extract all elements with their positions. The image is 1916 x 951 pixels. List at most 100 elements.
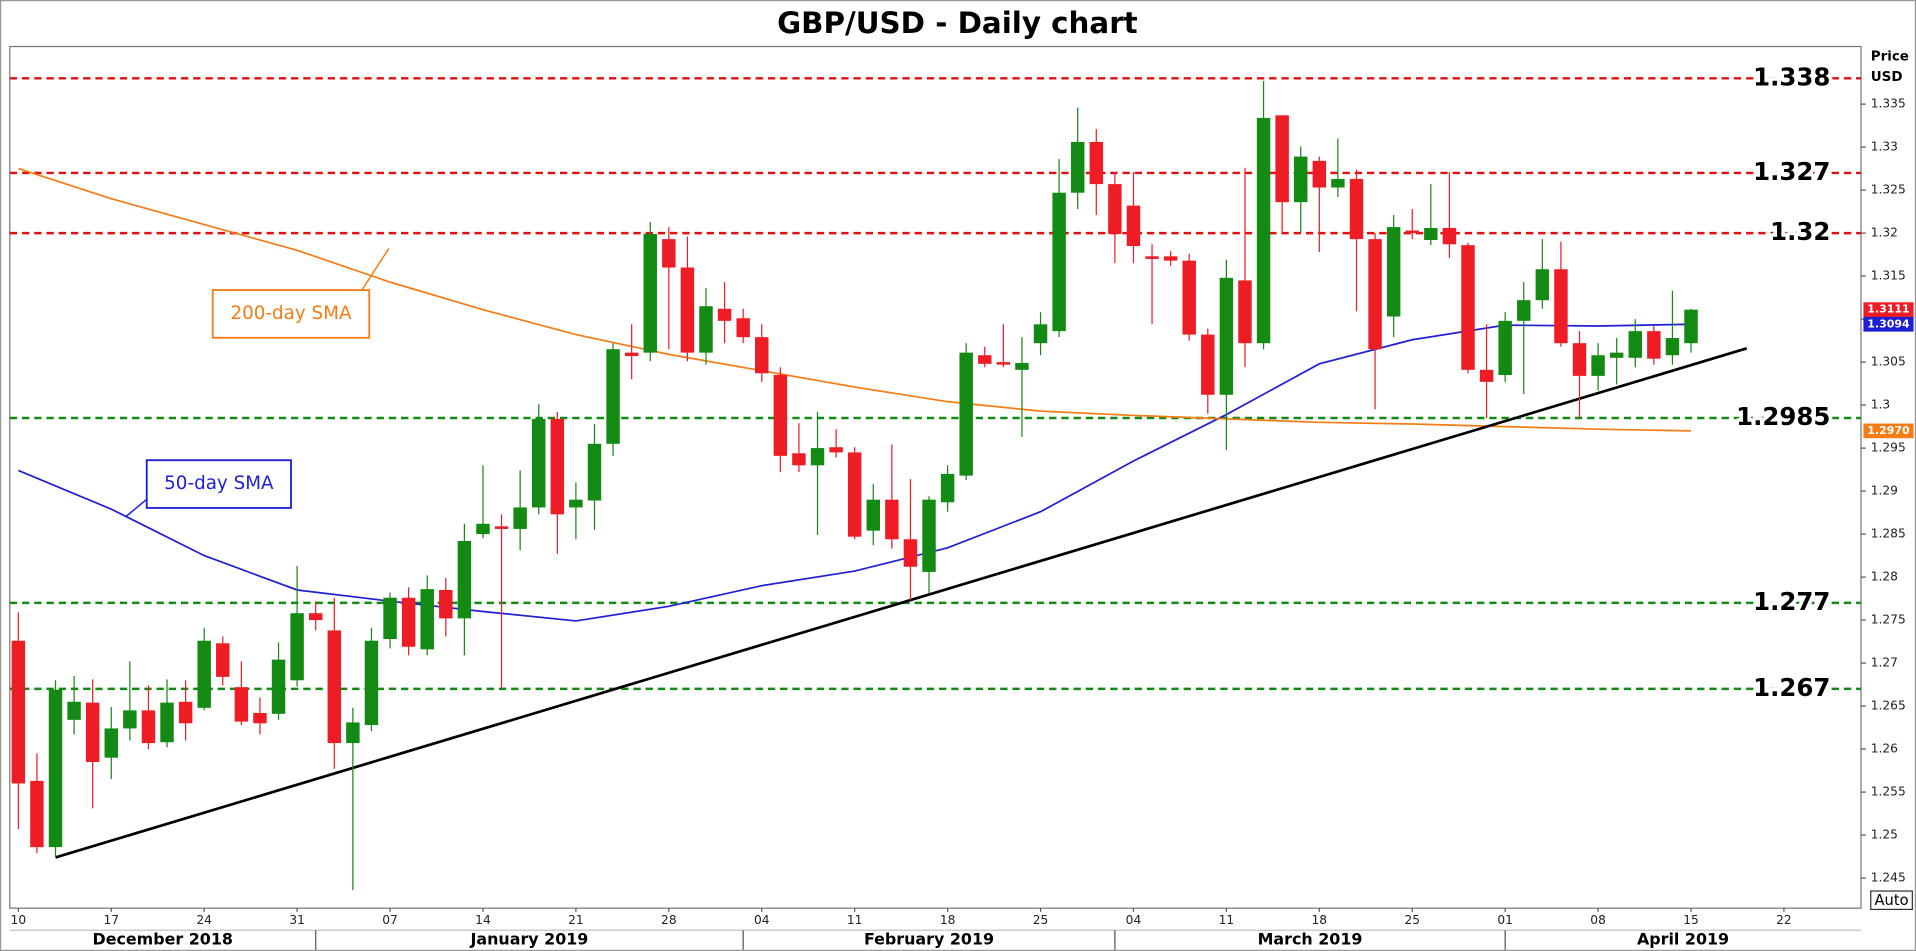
y-tick-label: 1.325 — [1871, 183, 1906, 197]
price-tag — [1863, 302, 1914, 317]
y-tick-label: 1.265 — [1871, 699, 1906, 713]
y-tick-label: 1.255 — [1871, 785, 1906, 799]
candle-body — [123, 710, 137, 729]
x-tick-label: 21 — [568, 913, 584, 927]
x-tick-label: 14 — [475, 913, 491, 927]
level-label: 1.277 — [1753, 587, 1830, 616]
y-tick-label: 1.285 — [1871, 527, 1906, 541]
candle-body — [67, 701, 81, 720]
candle-body — [420, 589, 434, 650]
candle-body — [346, 722, 360, 744]
candle-body — [1591, 355, 1605, 376]
level-label: 1.327 — [1753, 157, 1830, 186]
candle-body — [1684, 309, 1698, 344]
x-tick-label: 07 — [382, 913, 398, 927]
x-tick-label: 24 — [196, 913, 212, 927]
candle-body — [1331, 178, 1345, 188]
candle-body — [141, 710, 156, 744]
candle-body — [104, 728, 118, 758]
annotation-leader — [361, 248, 390, 291]
candle-body — [569, 499, 583, 508]
candle-body — [1294, 156, 1308, 203]
x-tick-label: 18 — [1312, 913, 1328, 927]
candle-body — [1665, 338, 1680, 356]
x-tick-label: 22 — [1776, 913, 1792, 927]
x-tick-label: 11 — [1219, 913, 1235, 927]
auto-button[interactable] — [1870, 890, 1913, 910]
candle-body — [160, 702, 174, 743]
candle-body — [922, 499, 936, 572]
candle-body — [439, 589, 453, 619]
candle-body — [1201, 334, 1215, 395]
x-tick-label: 28 — [661, 913, 677, 927]
x-tick-label: 15 — [1683, 913, 1699, 927]
candle-body — [1386, 227, 1401, 317]
candle-body — [1368, 239, 1382, 350]
candle-body — [494, 526, 509, 529]
candle-body — [1219, 277, 1234, 395]
y-tick-label: 1.295 — [1871, 441, 1906, 455]
candle-body — [550, 418, 565, 515]
candle-body — [1182, 260, 1196, 335]
candle-body — [1089, 141, 1104, 185]
candle-body — [476, 523, 490, 535]
candle-body — [1517, 300, 1531, 321]
annotation-box — [211, 289, 371, 339]
candle-body — [978, 355, 992, 364]
x-tick-label: 25 — [1404, 913, 1420, 927]
candle-body — [532, 418, 546, 508]
candle-body — [624, 352, 639, 357]
candle-body — [940, 473, 955, 503]
candle-body — [773, 375, 788, 456]
auto-button-label[interactable]: Auto — [1875, 892, 1909, 909]
month-label: February 2019 — [864, 929, 994, 948]
month-label: December 2018 — [93, 929, 233, 948]
candle-body — [680, 267, 695, 353]
x-tick-label: 17 — [103, 913, 119, 927]
candle-body — [1498, 320, 1512, 376]
month-label: April 2019 — [1637, 929, 1729, 948]
candle-body — [959, 352, 973, 476]
candle-body — [308, 613, 323, 621]
candle-body — [271, 659, 286, 714]
price-tag-label: 1.3094 — [1867, 317, 1910, 330]
candle-body — [1554, 269, 1568, 344]
x-tick-label: 08 — [1590, 913, 1606, 927]
y-tick-label: 1.33 — [1871, 140, 1898, 154]
price-tag — [1863, 423, 1914, 439]
price-tag-label: 1.2970 — [1867, 424, 1910, 437]
candle-body — [1070, 141, 1085, 193]
candle-body — [792, 453, 806, 466]
candle-body — [736, 318, 750, 338]
y-tick-label: 1.25 — [1871, 828, 1898, 842]
candle-body — [587, 443, 602, 501]
y-tick-label: 1.305 — [1871, 355, 1906, 369]
candle-body — [327, 630, 342, 744]
candle-body — [606, 349, 620, 444]
price-tag-label: 1.3111 — [1867, 303, 1909, 316]
candle-body — [1275, 115, 1289, 203]
candle-body — [30, 780, 44, 848]
y-tick-label: 1.28 — [1871, 570, 1898, 584]
x-tick-label: 18 — [940, 913, 956, 927]
y-tick-label: 1.315 — [1871, 269, 1906, 283]
x-tick-label: 04 — [754, 913, 770, 927]
x-tick-label: 10 — [11, 913, 27, 927]
candle-body — [364, 640, 379, 725]
x-tick-label: 04 — [1126, 913, 1142, 927]
month-label: January 2019 — [469, 929, 588, 948]
annotation-label: 50-day SMA — [164, 473, 274, 494]
annotation-label: 200-day SMA — [230, 303, 352, 324]
candle-body — [1442, 227, 1457, 245]
candle-body — [1424, 227, 1438, 240]
x-tick-label: 31 — [289, 913, 305, 927]
y-tick-label: 1.335 — [1871, 97, 1906, 111]
candle-body — [383, 597, 397, 640]
candle-body — [48, 689, 63, 848]
candle-body — [1163, 256, 1178, 261]
trend-line — [55, 347, 1748, 859]
level-label: 1.267 — [1753, 673, 1830, 702]
candle-body — [885, 499, 899, 540]
candle-body — [643, 233, 657, 353]
candle-body — [1015, 362, 1029, 370]
